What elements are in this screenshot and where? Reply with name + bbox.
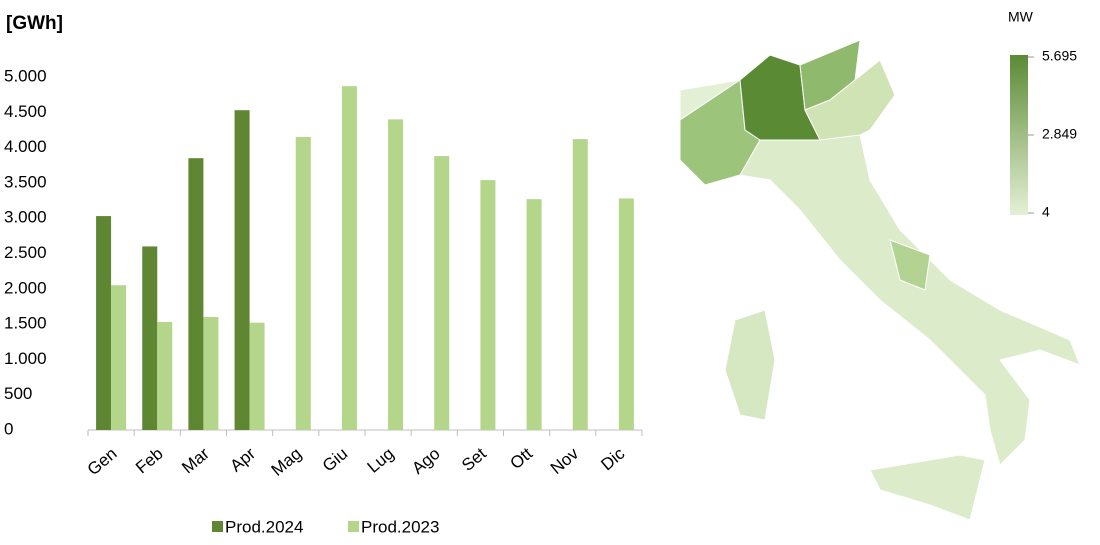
- legend-label: Prod.2024: [225, 517, 303, 536]
- bar: [142, 246, 158, 430]
- x-tick-label: Dic: [597, 444, 628, 475]
- x-tick-label: Apr: [227, 444, 260, 476]
- legend-swatch: [348, 521, 359, 532]
- map-region: [869, 454, 986, 521]
- map-scale-label: 2.849: [1042, 126, 1077, 142]
- x-tick-label: Ago: [408, 444, 443, 478]
- y-axis-label: [GWh]: [6, 13, 63, 34]
- y-tick-label: 3.500: [4, 172, 47, 191]
- map-legend-title: MW: [1008, 9, 1034, 25]
- bar: [188, 158, 204, 430]
- y-tick-label: 1.500: [4, 314, 47, 333]
- map-region: [804, 59, 896, 141]
- x-tick-label: Giu: [319, 444, 351, 476]
- bar: [111, 285, 127, 430]
- x-tick-label: Ott: [506, 444, 536, 473]
- map-region: [724, 309, 776, 421]
- bar: [249, 322, 265, 430]
- y-tick-label: 2.000: [4, 278, 47, 297]
- x-tick-label: Mar: [178, 444, 213, 478]
- x-tick-label: Gen: [84, 444, 121, 479]
- y-tick-label: 5.000: [4, 66, 47, 85]
- bar: [96, 216, 112, 430]
- bar: [572, 139, 588, 431]
- bar: [526, 199, 542, 430]
- y-tick-label: 2.500: [4, 243, 47, 262]
- x-tick-label: Set: [458, 444, 490, 475]
- bar: [434, 156, 450, 430]
- bar: [157, 321, 173, 430]
- bar: [388, 119, 404, 431]
- legend-swatch: [212, 521, 223, 532]
- bar: [618, 198, 634, 430]
- y-tick-label: 4.000: [4, 137, 47, 156]
- map-scale-label: 4: [1042, 204, 1050, 220]
- map: [679, 39, 1081, 521]
- map-region: [889, 239, 931, 291]
- y-tick-label: 1.000: [4, 349, 47, 368]
- bar: [480, 180, 496, 430]
- y-tick-label: 3.000: [4, 208, 47, 227]
- map-region: [739, 134, 1081, 466]
- bar: [203, 317, 219, 430]
- x-tick-label: Lug: [364, 444, 398, 477]
- x-tick-label: Nov: [547, 444, 583, 478]
- x-tick-label: Feb: [132, 444, 167, 477]
- map-color-scale: [1010, 55, 1028, 215]
- legend-label: Prod.2023: [361, 517, 439, 536]
- y-tick-label: 0: [4, 419, 13, 438]
- map-scale-label: 5.695: [1042, 48, 1077, 64]
- bar: [295, 137, 311, 430]
- bar: [341, 86, 357, 430]
- y-tick-label: 500: [4, 384, 32, 403]
- x-tick-label: Mag: [268, 444, 306, 480]
- bar: [234, 110, 250, 430]
- y-tick-label: 4.500: [4, 102, 47, 121]
